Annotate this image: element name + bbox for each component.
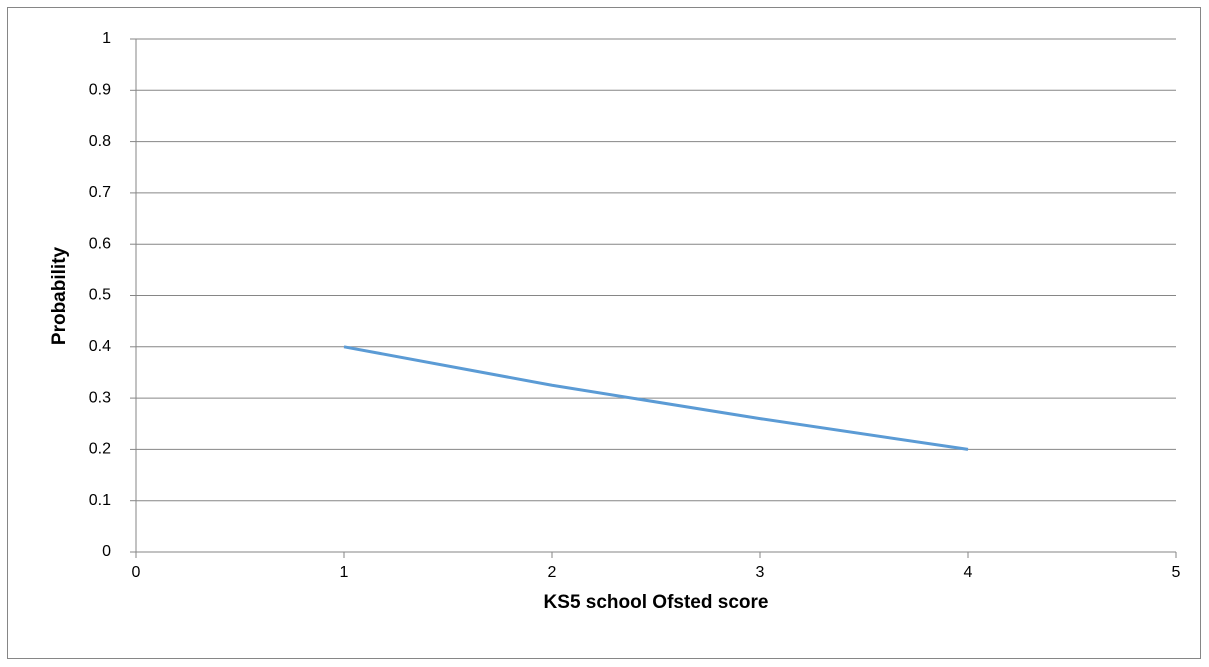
y-tick-label: 0.7 (89, 184, 111, 201)
y-tick-label: 1 (102, 30, 111, 47)
x-tick-label: 1 (340, 564, 349, 581)
y-tick-label: 0.2 (89, 441, 111, 458)
x-tick-label: 3 (756, 564, 765, 581)
y-tick-label: 0.3 (89, 389, 111, 406)
x-tick-label: 5 (1172, 564, 1181, 581)
y-tick-label: 0.9 (89, 82, 111, 99)
y-tick-label: 0.4 (89, 338, 111, 355)
chart-border (7, 7, 1201, 659)
x-axis-title: KS5 school Ofsted score (544, 592, 769, 613)
x-tick-label: 2 (548, 564, 557, 581)
data-line (343, 345, 969, 451)
y-tick-label: 0.6 (89, 235, 111, 252)
y-tick-label: 0.8 (89, 133, 111, 150)
y-tick-label: 0 (102, 543, 111, 560)
y-tick-label: 0.1 (89, 492, 111, 509)
y-axis-title: Probability (49, 246, 70, 345)
x-tick-label: 0 (132, 564, 141, 581)
x-tick-label: 4 (964, 564, 973, 581)
y-tick-label: 0.5 (89, 287, 111, 304)
